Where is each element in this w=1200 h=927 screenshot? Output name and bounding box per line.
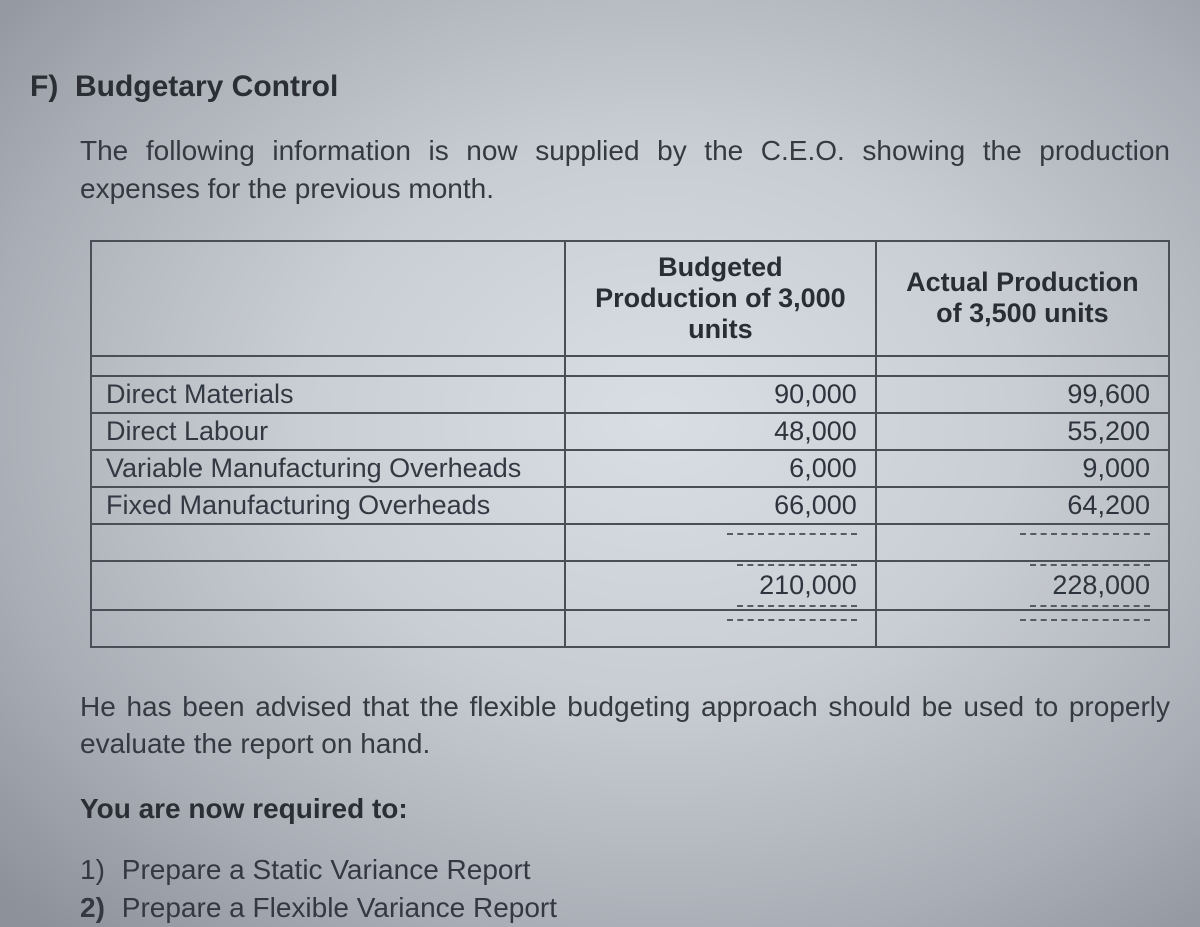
section-heading: F) Budgetary Control — [30, 70, 1170, 104]
table-row: Variable Manufacturing Overheads 6,000 9… — [91, 450, 1169, 487]
row-actual: 64,200 — [876, 487, 1169, 524]
row-actual: 9,000 — [876, 450, 1169, 487]
expenses-table: Budgeted Production of 3,000 units Actua… — [90, 240, 1170, 648]
table-header-row: Budgeted Production of 3,000 units Actua… — [91, 241, 1169, 356]
row-actual: 99,600 — [876, 376, 1169, 413]
row-budgeted: 90,000 — [565, 376, 876, 413]
dash-rule — [727, 619, 857, 621]
row-label: Direct Materials — [91, 376, 565, 413]
total-budgeted: 210,000 — [565, 561, 876, 610]
row-label: Variable Manufacturing Overheads — [91, 450, 565, 487]
requirement-number: 2) — [80, 889, 114, 927]
table-row: Direct Materials 90,000 99,600 — [91, 376, 1169, 413]
table-header-budgeted: Budgeted Production of 3,000 units — [565, 241, 876, 356]
table-row: Fixed Manufacturing Overheads 66,000 64,… — [91, 487, 1169, 524]
table-header-blank — [91, 241, 565, 356]
row-budgeted: 6,000 — [565, 450, 876, 487]
requirement-item: 1) Prepare a Static Variance Report — [80, 851, 1170, 889]
dash-rule — [1020, 619, 1150, 621]
intro-paragraph: The following information is now supplie… — [80, 132, 1170, 208]
document-page: F) Budgetary Control The following infor… — [0, 0, 1200, 927]
row-actual: 55,200 — [876, 413, 1169, 450]
requirement-number: 1) — [80, 851, 114, 889]
row-label: Fixed Manufacturing Overheads — [91, 487, 565, 524]
row-budgeted: 48,000 — [565, 413, 876, 450]
dash-rule — [727, 533, 857, 535]
requirement-item: 2) Prepare a Flexible Variance Report — [80, 889, 1170, 927]
requirement-text: Prepare a Flexible Variance Report — [122, 892, 557, 923]
total-label — [91, 561, 565, 610]
table-total-row: 210,000 228,000 — [91, 561, 1169, 610]
row-budgeted: 66,000 — [565, 487, 876, 524]
table-row: Direct Labour 48,000 55,200 — [91, 413, 1169, 450]
total-actual: 228,000 — [876, 561, 1169, 610]
dash-rule — [1020, 533, 1150, 535]
table-rule-row — [91, 610, 1169, 647]
advice-paragraph: He has been advised that the flexible bu… — [80, 688, 1170, 764]
required-heading: You are now required to: — [80, 793, 1170, 825]
requirement-text: Prepare a Static Variance Report — [122, 854, 531, 885]
row-label: Direct Labour — [91, 413, 565, 450]
table-rule-row — [91, 524, 1169, 561]
table-header-actual: Actual Production of 3,500 units — [876, 241, 1169, 356]
requirements-list: 1) Prepare a Static Variance Report 2) P… — [80, 851, 1170, 927]
table-spacer-row — [91, 356, 1169, 376]
